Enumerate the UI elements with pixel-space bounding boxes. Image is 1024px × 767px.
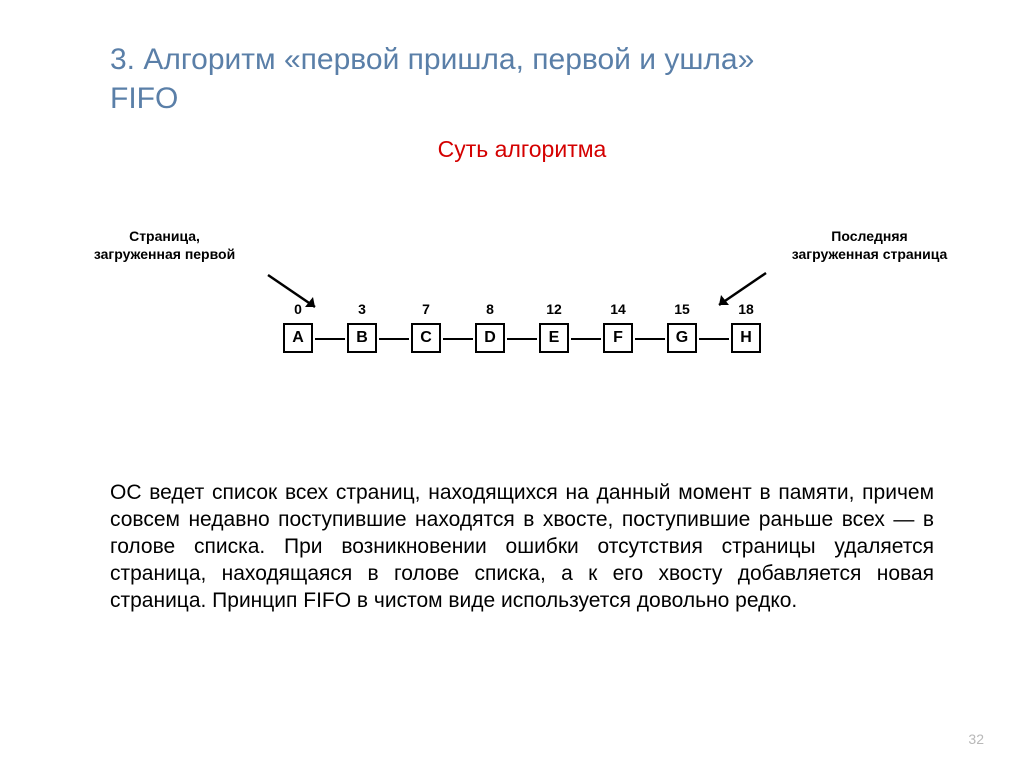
node-number: 7 [422, 301, 430, 319]
title-line-2: FIFO [110, 82, 178, 115]
title-line-1: 3. Алгоритм «первой пришла, первой и ушл… [110, 43, 754, 76]
node-link [699, 338, 729, 340]
subtitle-text: Суть алгоритма [438, 136, 607, 162]
list-node: 14 F [601, 301, 635, 353]
node-number: 12 [546, 301, 562, 319]
label-left-line1: Страница, [129, 228, 200, 244]
node-box: D [475, 323, 505, 353]
slide-subtitle: Суть алгоритма [110, 136, 934, 163]
label-right-line2: загруженная страница [792, 246, 948, 262]
node-box: A [283, 323, 313, 353]
node-link [571, 338, 601, 340]
label-left-line2: загруженная первой [94, 246, 235, 262]
node-number: 0 [294, 301, 302, 319]
label-last-loaded: Последняя загруженная страница [777, 228, 962, 263]
body-text: ОС ведет список всех страниц, находящихс… [110, 481, 934, 612]
node-chain: 0A3B7C8D12E14F15G18H [110, 301, 934, 353]
node-number: 8 [486, 301, 494, 319]
node-box: C [411, 323, 441, 353]
fifo-diagram: Страница, загруженная первой Последняя з… [110, 243, 934, 443]
list-node: 3B [345, 301, 379, 353]
list-node: 15 G [665, 301, 699, 353]
page-number: 32 [968, 731, 984, 747]
node-box: G [667, 323, 697, 353]
slide-title: 3. Алгоритм «первой пришла, первой и ушл… [110, 40, 934, 118]
node-box: H [731, 323, 761, 353]
node-link [379, 338, 409, 340]
slide: 3. Алгоритм «первой пришла, первой и ушл… [0, 0, 1024, 767]
node-box: F [603, 323, 633, 353]
list-node: 0A [281, 301, 315, 353]
node-link [443, 338, 473, 340]
node-number: 14 [610, 301, 626, 319]
list-node: 18 H [729, 301, 763, 353]
node-box: B [347, 323, 377, 353]
list-node: 8D [473, 301, 507, 353]
node-number: 18 [738, 301, 754, 319]
node-link [635, 338, 665, 340]
node-number: 3 [358, 301, 366, 319]
label-right-line1: Последняя [831, 228, 907, 244]
node-link [315, 338, 345, 340]
list-node: 7C [409, 301, 443, 353]
node-link [507, 338, 537, 340]
list-node: 12 E [537, 301, 571, 353]
label-first-loaded: Страница, загруженная первой [82, 228, 247, 263]
node-number: 15 [674, 301, 690, 319]
body-paragraph: ОС ведет список всех страниц, находящихс… [110, 480, 934, 614]
node-box: E [539, 323, 569, 353]
